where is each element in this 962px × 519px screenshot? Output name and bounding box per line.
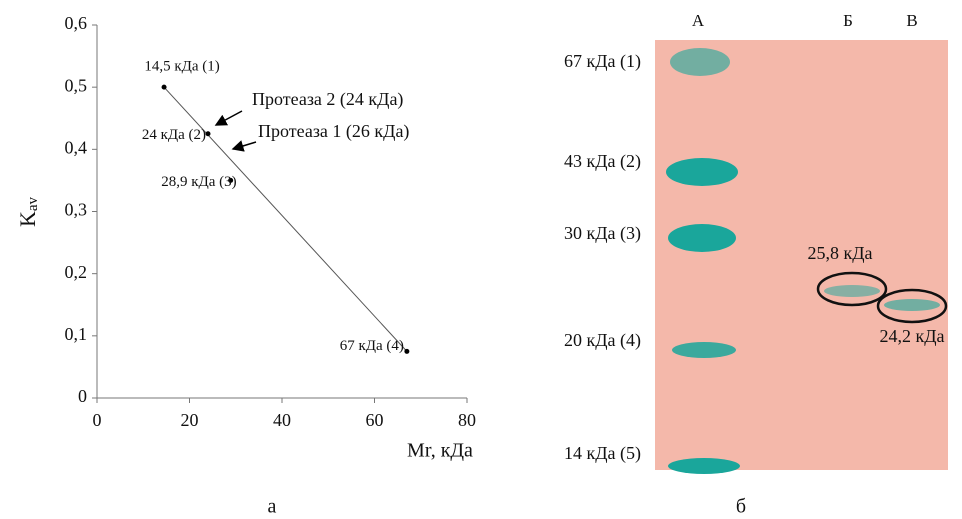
x-axis-label: Mr, кДа — [407, 440, 473, 462]
point-label: 67 кДа (4) — [340, 338, 404, 354]
marker-label: 67 кДа (1) — [564, 51, 641, 72]
lane-label: В — [906, 11, 917, 30]
marker-label: 14 кДа (5) — [564, 443, 641, 464]
y-tick-label: 0,6 — [65, 13, 88, 33]
y-tick-label: 0,3 — [65, 200, 88, 220]
arrow — [216, 111, 242, 125]
gel-band — [824, 285, 880, 297]
panel-label: а — [268, 496, 277, 518]
point-label: 24 кДа (2) — [142, 127, 206, 143]
gel-band — [670, 48, 730, 76]
y-tick-label: 0,2 — [65, 262, 88, 282]
y-axis-label: Kav — [15, 196, 41, 227]
gel-band — [666, 158, 738, 186]
gel-band — [668, 458, 740, 474]
annotation: Протеаза 2 (24 кДа) — [252, 89, 403, 110]
gel-image — [655, 40, 948, 470]
y-tick-label: 0,5 — [65, 75, 88, 95]
figure: Kav Mr, кДа Протеаза 2 (24 кДа) Протеаза… — [0, 0, 962, 519]
point-label: 14,5 кДа (1) — [144, 59, 219, 75]
annotation: Протеаза 1 (26 кДа) — [258, 121, 409, 142]
marker-label: 30 кДа (3) — [564, 223, 641, 244]
x-tick-label: 20 — [181, 410, 199, 430]
x-tick-label: 0 — [93, 410, 102, 430]
band-label: 25,8 кДа — [807, 243, 872, 263]
point — [404, 349, 409, 354]
band-label: 24,2 кДа — [879, 326, 944, 346]
gel-band — [668, 224, 736, 252]
arrow — [233, 142, 256, 149]
y-tick-label: 0 — [78, 386, 87, 406]
marker-label: 20 кДа (4) — [564, 330, 641, 351]
y-label-sub: av — [25, 196, 41, 211]
x-tick-label: 40 — [273, 410, 291, 430]
x-tick-label: 60 — [366, 410, 384, 430]
gel-band — [884, 299, 940, 311]
x-tick-label: 80 — [458, 410, 476, 430]
marker-label: 43 кДа (2) — [564, 151, 641, 172]
lane-label: Б — [843, 11, 853, 30]
lane-label: А — [692, 11, 705, 30]
y-tick-label: 0,4 — [65, 137, 88, 157]
point-label: 28,9 кДа (3) — [161, 174, 236, 190]
y-tick-label: 0,1 — [65, 324, 88, 344]
point — [206, 131, 211, 136]
point — [162, 85, 167, 90]
gel-band — [672, 342, 736, 358]
y-label-main: K — [15, 211, 40, 227]
panel-label: б — [736, 496, 746, 518]
